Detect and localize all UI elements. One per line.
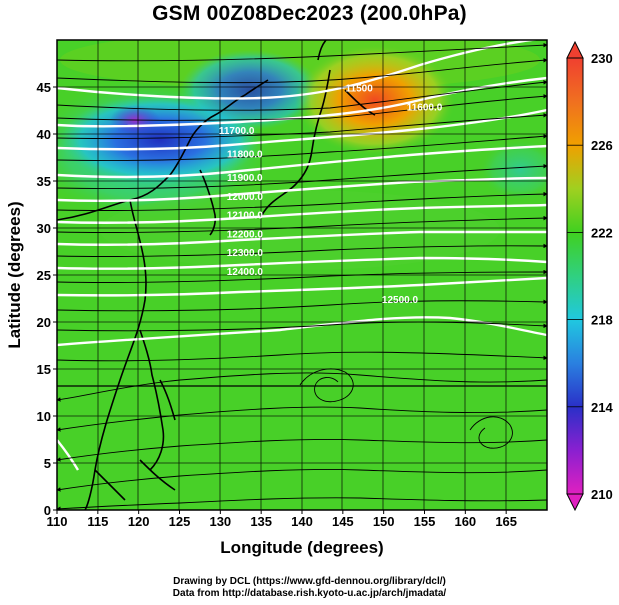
y-tick-label: 35 <box>37 174 51 189</box>
x-axis-ticks: 110 115 120 125 130 135 140 145 150 155 160 165 <box>47 510 517 529</box>
y-axis-title: Latitude (degrees) <box>5 201 24 348</box>
credit-line-2: Data from http://database.rish.kyoto-u.a… <box>172 588 447 599</box>
y-tick-label: 10 <box>37 409 51 424</box>
contour-label: 11600.0 <box>407 103 443 114</box>
contour-label: 12000.0 <box>227 192 264 203</box>
contour-labels: 11500 11600.0 11700.0 11800.0 11900.0 12000.0… <box>219 84 443 307</box>
y-tick-label: 0 <box>44 503 51 518</box>
x-tick-label: 135 <box>250 514 272 529</box>
credit-line-1: Drawing by DCL (https://www.gfd-dennou.o… <box>173 576 446 587</box>
colorbar-tick-label: 214 <box>591 400 613 415</box>
x-tick-label: 120 <box>128 514 150 529</box>
map-title: GSM 00Z08Dec2023 (200.0hPa) <box>152 2 467 25</box>
x-tick-label: 110 <box>47 514 68 529</box>
y-tick-label: 30 <box>37 221 51 236</box>
colorbar-ticks: 210 214 218 222 226 230 <box>567 51 613 502</box>
colorbar: 210 214 218 222 226 230 <box>566 40 613 512</box>
colorbar-tick-label: 226 <box>591 138 613 153</box>
colorbar-tick-label: 222 <box>591 225 613 240</box>
x-tick-label: 165 <box>495 514 517 529</box>
colorbar-tick-label: 210 <box>591 487 613 502</box>
colorbar-bar <box>566 57 584 495</box>
contour-label: 12100.0 <box>227 211 264 222</box>
contour-label: 11500 <box>346 84 374 95</box>
y-tick-label: 40 <box>37 127 51 142</box>
x-tick-label: 130 <box>209 514 231 529</box>
x-tick-label: 160 <box>454 514 476 529</box>
contour-label: 11700.0 <box>219 126 255 137</box>
colorbar-bottom-arrow <box>566 493 584 512</box>
x-tick-label: 140 <box>291 514 313 529</box>
x-tick-label: 150 <box>373 514 395 529</box>
x-tick-label: 115 <box>87 514 108 529</box>
x-tick-label: 125 <box>169 514 191 529</box>
x-axis-title: Longitude (degrees) <box>220 538 383 557</box>
y-tick-label: 45 <box>37 80 51 95</box>
y-tick-label: 15 <box>37 362 51 377</box>
contour-label: 11800.0 <box>227 150 263 161</box>
colorbar-tick-label: 218 <box>591 313 613 328</box>
y-tick-label: 20 <box>37 315 51 330</box>
x-tick-label: 155 <box>414 514 436 529</box>
contour-label: 11900.0 <box>227 173 263 184</box>
x-tick-label: 145 <box>332 514 354 529</box>
contour-label: 12200.0 <box>227 229 264 240</box>
colorbar-tick-label: 230 <box>591 51 613 66</box>
contour-label: 12500.0 <box>382 295 419 306</box>
y-tick-label: 5 <box>44 456 51 471</box>
wind-streamlines <box>57 42 547 510</box>
grid-lines <box>57 40 547 510</box>
contour-label: 12400.0 <box>227 267 264 278</box>
colorbar-top-arrow <box>566 40 584 59</box>
contour-label: 12300.0 <box>227 248 264 259</box>
y-axis-ticks: 0 5 10 15 20 25 30 35 40 45 <box>37 80 57 518</box>
credits: Drawing by DCL (https://www.gfd-dennou.o… <box>0 576 619 600</box>
y-tick-label: 25 <box>37 268 51 283</box>
